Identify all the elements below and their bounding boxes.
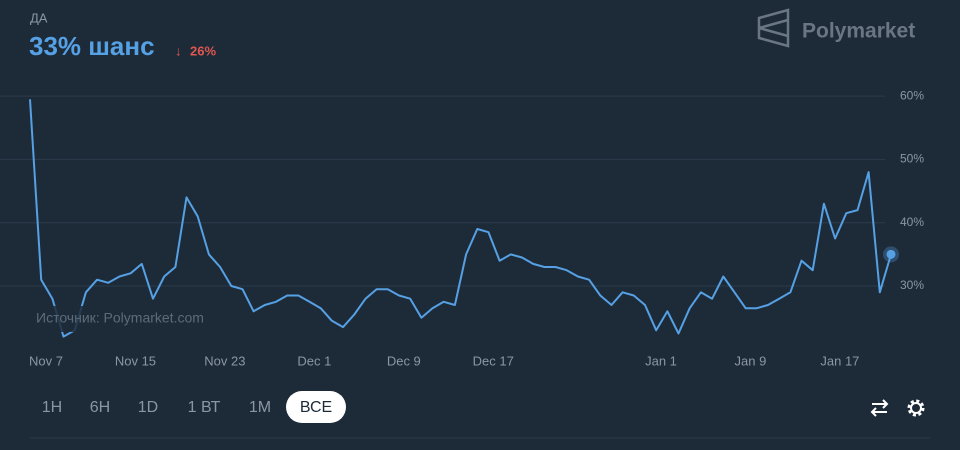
- chance: 33% шанс: [29, 31, 155, 61]
- change-arrow: ↓: [175, 43, 182, 58]
- time-range-button[interactable]: 1D: [138, 399, 158, 416]
- x-tick-label: Nov 15: [115, 353, 156, 368]
- active-pill: [286, 391, 346, 423]
- x-tick-label: Jan 1: [645, 353, 677, 368]
- time-range-button[interactable]: 1M: [249, 399, 271, 416]
- y-tick-label: 60%: [900, 88, 924, 102]
- end-point: [886, 249, 896, 259]
- settings-icon[interactable]: [907, 399, 925, 417]
- time-range-button[interactable]: 1H: [42, 399, 62, 416]
- change: 26%: [190, 43, 216, 58]
- time-range-button[interactable]: 1 ВТ: [188, 399, 221, 416]
- y-tick-label: 40%: [900, 215, 924, 229]
- x-tick-label: Jan 9: [735, 353, 767, 368]
- time-range-label[interactable]: 1 ВТ: [188, 399, 221, 416]
- time-range-label[interactable]: ВСЕ: [300, 399, 332, 416]
- x-tick-label: Jan 17: [820, 353, 859, 368]
- x-tick-label: Nov 23: [204, 353, 245, 368]
- time-range-label[interactable]: 6H: [90, 399, 110, 416]
- swap-icon[interactable]: [870, 399, 889, 417]
- brand: Polymarket: [802, 20, 915, 43]
- time-range-button[interactable]: ВСЕ: [286, 391, 346, 423]
- time-range-label[interactable]: 1H: [42, 399, 62, 416]
- brand-logo: [757, 8, 790, 48]
- time-range-button[interactable]: 6H: [90, 399, 110, 416]
- y-tick-label: 50%: [900, 152, 924, 166]
- time-range-label[interactable]: 1D: [138, 399, 158, 416]
- x-tick-label: Dec 1: [297, 353, 331, 368]
- time-range-label[interactable]: 1M: [249, 399, 271, 416]
- y-tick-label: 30%: [900, 278, 924, 292]
- x-tick-label: Dec 9: [387, 353, 421, 368]
- outcome: ДА: [30, 10, 48, 25]
- source-box: [28, 306, 224, 332]
- x-tick-label: Nov 7: [29, 353, 63, 368]
- source: Источник: Polymarket.com: [36, 310, 204, 326]
- x-tick-label: Dec 17: [473, 353, 514, 368]
- line: [29, 99, 892, 338]
